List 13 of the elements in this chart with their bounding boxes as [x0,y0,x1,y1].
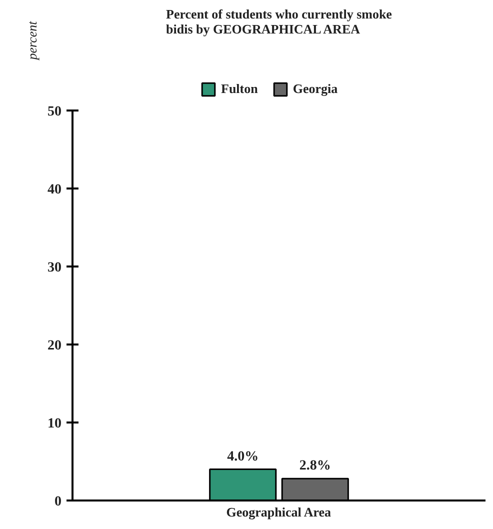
legend-label: Georgia [292,81,338,97]
y-tick-label: 40 [48,182,62,198]
legend-label: Fulton [221,81,258,97]
y-axis-title: percent [24,20,40,61]
x-axis-title: Geographical Area [226,504,332,520]
data-label: 2.8% [299,458,331,474]
y-tick-label: 20 [48,338,62,354]
chart-title: Percent of students who currently smoke bidis by GEOGRAPHICAL AREA [166,6,392,36]
y-tick-label: 0 [54,494,62,510]
y-tick-label: 30 [48,260,62,276]
y-tick-label: 10 [48,416,62,432]
y-tick-label: 50 [48,104,62,120]
data-label: 4.0% [227,449,259,464]
